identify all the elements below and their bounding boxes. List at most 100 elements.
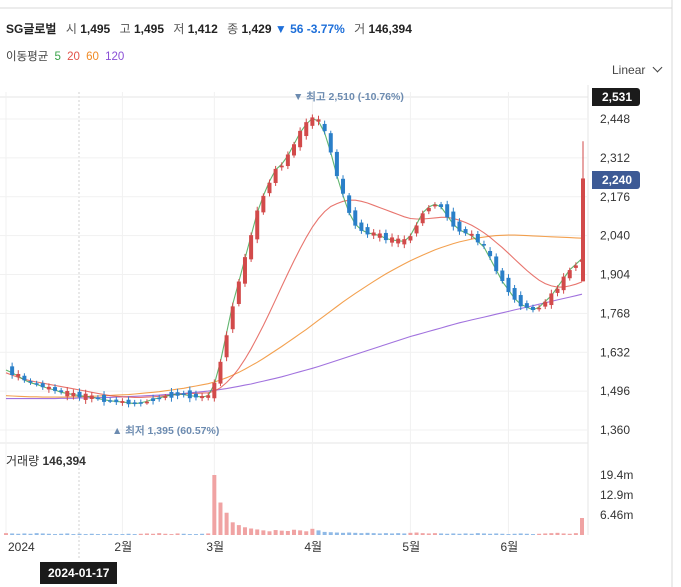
candle-body <box>390 237 395 243</box>
candle-body <box>114 399 119 403</box>
candle-body <box>249 235 254 260</box>
candle-body <box>414 225 419 234</box>
y-tick-label: 2,312 <box>600 151 630 165</box>
max-annotation: ▼ 최고 2,510 (-10.76%) <box>293 90 404 103</box>
ma-legend-20[interactable]: 20 <box>67 51 80 63</box>
volume-bar <box>439 533 444 535</box>
volume-bar <box>457 533 462 535</box>
volume-bar <box>488 533 493 535</box>
candle-body <box>175 392 180 396</box>
x-axis-labels: 2024 2월 3월 4월 5월 6월 <box>8 540 518 554</box>
candle-body <box>439 204 444 208</box>
volume-bar <box>89 533 94 535</box>
close-value: 1,429 <box>241 22 272 36</box>
volume-bar <box>187 534 192 535</box>
volume-bar <box>359 533 364 535</box>
volume-bar <box>22 533 27 535</box>
y-axis-labels: 2,448 2,312 2,176 2,040 1,904 1,768 1,632 1,496… <box>600 112 630 437</box>
volume-label: 거 <box>354 22 366 36</box>
candle-body <box>420 213 425 224</box>
candle-body <box>187 390 192 399</box>
candle-body <box>457 221 462 232</box>
volume-bar <box>46 533 51 535</box>
volume-bar <box>414 532 419 535</box>
volume-bar <box>157 533 162 535</box>
candle-body <box>151 398 156 402</box>
open-label: 시 <box>65 22 77 36</box>
volume-bar <box>524 533 529 535</box>
candle-body <box>34 383 39 385</box>
volume-bar <box>543 533 548 535</box>
volume-bar <box>200 533 205 535</box>
volume-bar <box>396 533 401 535</box>
candle-body <box>126 399 131 405</box>
volume-bar <box>144 533 149 535</box>
candle-body <box>426 207 431 212</box>
candle-body <box>53 387 58 391</box>
volume-bar <box>383 533 388 535</box>
candle-body <box>383 232 388 241</box>
volume-bar <box>151 533 156 535</box>
volume-bar <box>365 532 370 535</box>
volume-bar <box>126 533 131 535</box>
candle-body <box>365 227 370 235</box>
candle-body <box>138 402 143 404</box>
candle-body <box>218 361 223 384</box>
candle-body <box>144 401 149 404</box>
volume-bar <box>518 533 523 535</box>
volume-bar <box>95 534 100 535</box>
ma-legend-60[interactable]: 60 <box>86 51 99 63</box>
ma-legend-5[interactable]: 5 <box>54 51 61 63</box>
volume-bar <box>120 534 125 535</box>
volume-bar <box>432 533 437 535</box>
volume-bar <box>279 530 284 535</box>
candle-body <box>316 119 321 122</box>
volume-axis-labels: 19.4m 12.9m 6.46m <box>600 468 633 522</box>
volume-tick-label: 6.46m <box>600 508 633 522</box>
x-tick-label: 3월 <box>206 540 224 554</box>
volume-bar <box>193 534 198 535</box>
candle-body <box>445 204 450 218</box>
y-tick-label: 2,040 <box>600 229 630 243</box>
volume-bar <box>494 533 499 535</box>
quote-header: SG글로벌 시 1,495 고 1,495 저 1,412 종 1,429 ▼ … <box>6 20 412 37</box>
candle-body <box>16 373 21 377</box>
volume-bar <box>445 533 450 535</box>
candle-body <box>310 117 315 126</box>
scale-dropdown[interactable]: Linear <box>612 62 663 77</box>
x-tick-label: 4월 <box>304 540 322 554</box>
candle-body <box>500 270 505 282</box>
volume-bar <box>206 533 211 535</box>
candle-body <box>230 306 235 330</box>
candle-body <box>157 397 162 400</box>
volume-bar <box>463 533 468 535</box>
volume-bar <box>108 533 113 535</box>
candle-body <box>102 394 107 402</box>
stock-name: SG글로벌 <box>6 22 57 36</box>
volume-bar <box>408 532 413 535</box>
volume-bar <box>34 533 39 535</box>
volume-value: 146,394 <box>368 22 412 36</box>
volume-bar <box>71 534 76 535</box>
candle-body <box>242 257 247 284</box>
volume-bar <box>16 533 21 535</box>
candle-body <box>285 154 290 167</box>
candle-body <box>328 133 333 153</box>
x-tick-label: 5월 <box>402 540 420 554</box>
volume-bar <box>371 533 376 535</box>
change-value: ▼ 56 -3.77% <box>274 22 345 36</box>
candle-body <box>537 307 542 310</box>
candle-body <box>530 306 535 311</box>
volume-bar <box>267 531 272 535</box>
candle-body <box>304 122 309 137</box>
volume-bar <box>390 533 395 535</box>
candle-body <box>108 400 113 402</box>
volume-bar <box>549 533 554 535</box>
y-tick-label: 2,448 <box>600 112 630 126</box>
x-tick-label: 2월 <box>114 540 132 554</box>
ma-legend-120[interactable]: 120 <box>105 51 125 63</box>
candle-body <box>543 301 548 307</box>
candle-body <box>261 195 266 213</box>
volume-bar <box>530 534 535 535</box>
